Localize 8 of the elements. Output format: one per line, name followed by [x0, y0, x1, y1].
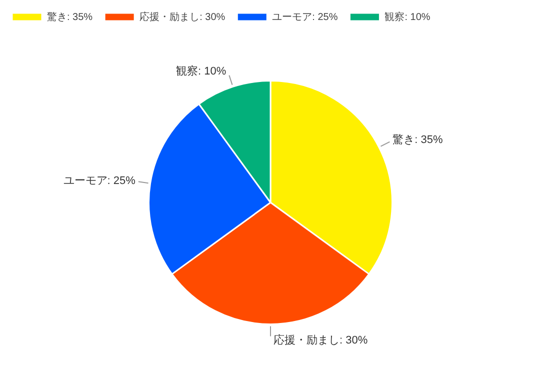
slice-label: 応援・励まし: 30%	[274, 333, 368, 346]
legend-label: 応援・励まし: 30%	[140, 10, 226, 23]
legend-label: ユーモア: 25%	[272, 12, 338, 23]
slice-label: ユーモア: 25%	[63, 174, 136, 187]
legend-label: 驚き: 35%	[47, 10, 93, 23]
legend-label: 観察: 10%	[384, 10, 430, 23]
slice-label: 驚き: 35%	[392, 134, 444, 146]
slice-label: 観察: 10%	[176, 64, 226, 78]
